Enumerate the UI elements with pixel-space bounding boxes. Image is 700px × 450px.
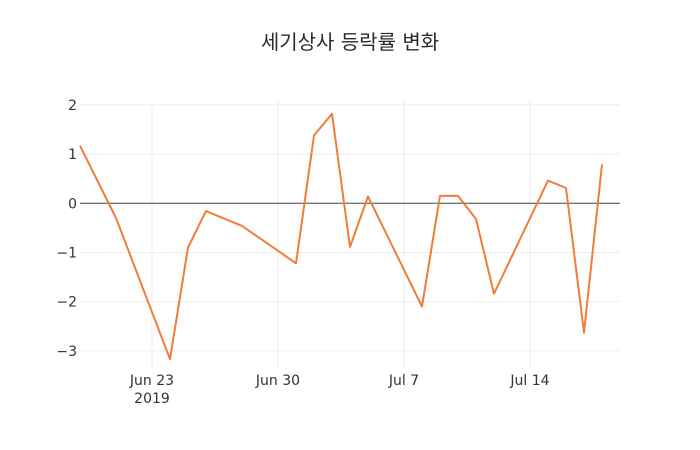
data-point[interactable] — [364, 192, 372, 200]
data-point[interactable] — [472, 215, 480, 223]
data-point[interactable] — [562, 184, 570, 192]
data-point[interactable] — [112, 214, 120, 222]
series-line — [79, 112, 603, 361]
x-axis-ticks: Jun 23 2019 Jun 30 Jul 7 Jul 14 — [129, 373, 550, 407]
data-point[interactable] — [328, 110, 336, 118]
data-point[interactable] — [292, 259, 300, 267]
data-point[interactable] — [184, 244, 192, 252]
chart-title: 세기상사 등락률 변화 — [261, 30, 439, 54]
y-axis-ticks: 2 1 0 −1 −2 −3 — [56, 98, 77, 360]
x-tick-label: Jul 14 — [509, 373, 549, 389]
data-point[interactable] — [76, 142, 84, 150]
x-tick-label: Jun 23 — [129, 373, 174, 389]
y-tick-label: 1 — [68, 147, 77, 163]
x-tick-label: Jun 30 — [255, 373, 300, 389]
data-point[interactable] — [544, 177, 552, 185]
data-point[interactable] — [490, 290, 498, 298]
x-tick-label: Jul 7 — [388, 373, 419, 389]
y-tick-label: 2 — [68, 98, 77, 114]
y-tick-label: 0 — [68, 196, 77, 212]
gridlines — [80, 100, 620, 368]
data-point[interactable] — [310, 131, 318, 139]
data-point[interactable] — [166, 355, 174, 363]
y-tick-label: −2 — [56, 295, 77, 311]
data-point[interactable] — [436, 192, 444, 200]
y-tick-label: −3 — [56, 344, 77, 360]
data-point[interactable] — [202, 207, 210, 215]
data-point[interactable] — [346, 243, 354, 251]
series-layer — [76, 110, 606, 363]
data-point[interactable] — [454, 192, 462, 200]
data-point[interactable] — [238, 222, 246, 230]
x-tick-year-label: 2019 — [134, 391, 170, 407]
data-point[interactable] — [598, 160, 606, 168]
data-point[interactable] — [418, 303, 426, 311]
y-tick-label: −1 — [56, 245, 77, 261]
data-point[interactable] — [580, 329, 588, 337]
